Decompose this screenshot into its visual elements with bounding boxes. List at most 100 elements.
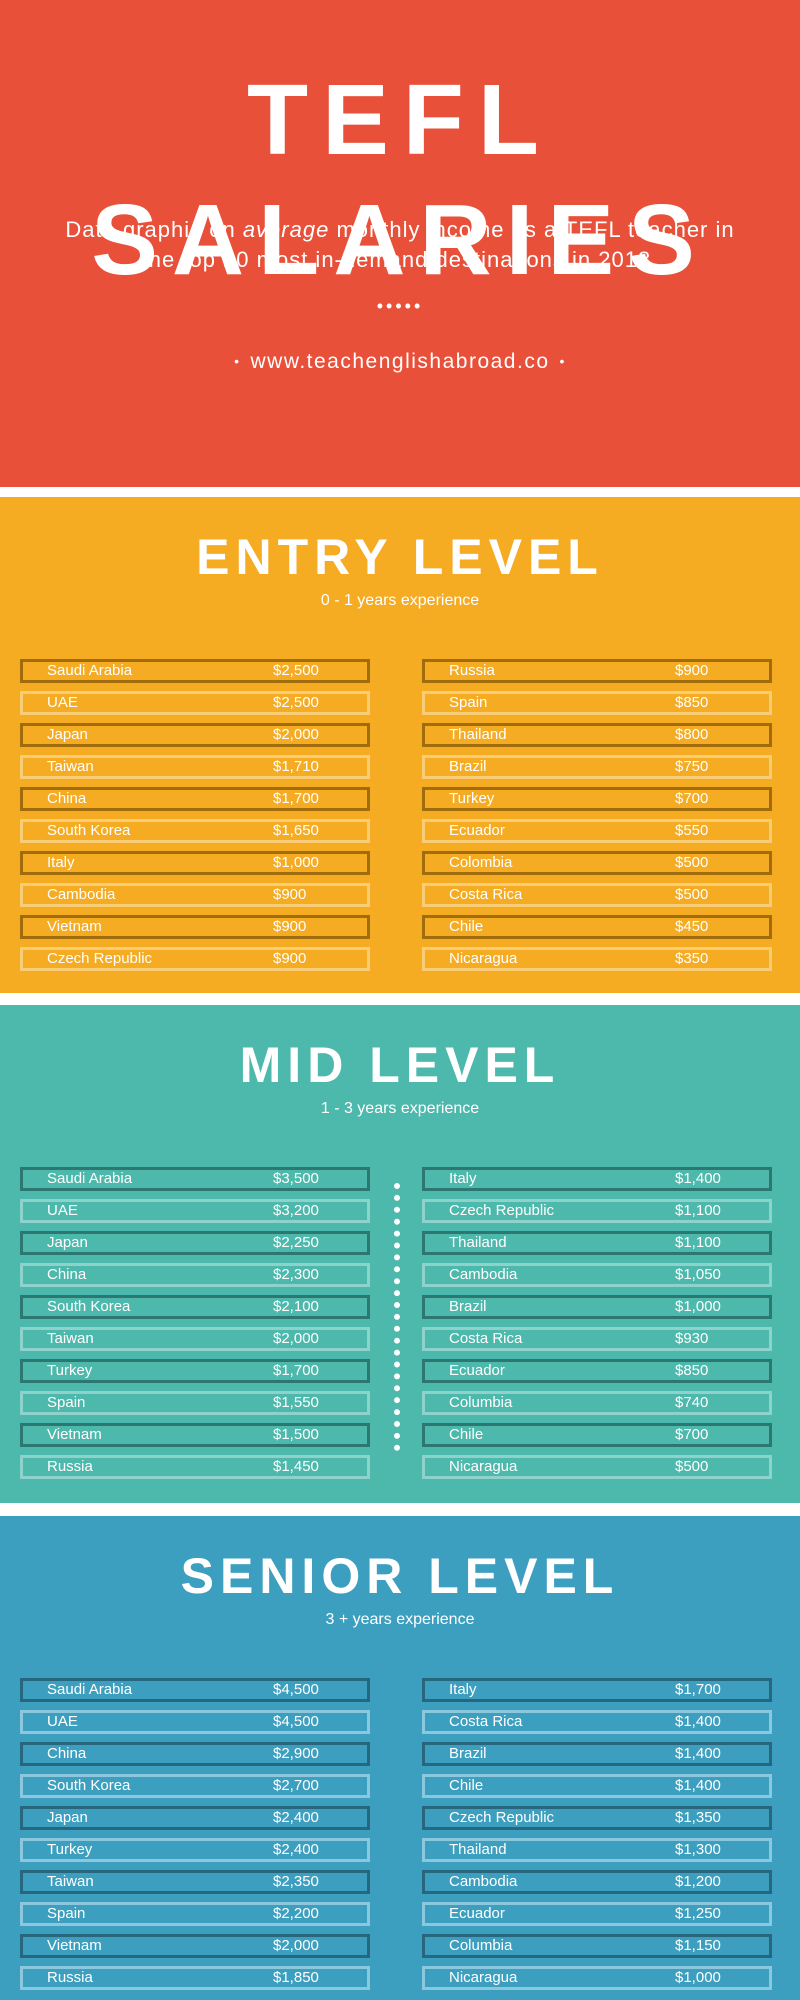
salary-row: Czech Republic $1,350 — [422, 1806, 772, 1830]
salary: $4,500 — [273, 1713, 319, 1730]
dots: ••••• — [376, 296, 424, 316]
salary-row: Turkey $700 — [422, 787, 772, 811]
salary: $1,000 — [675, 1298, 721, 1315]
salary: $350 — [675, 950, 709, 967]
salary-row: Italy $1,000 — [20, 851, 370, 875]
salary-row: Brazil $750 — [422, 755, 772, 779]
country: Vietnam — [47, 918, 102, 935]
salary: $3,200 — [273, 1202, 319, 1219]
country: Turkey — [47, 1841, 93, 1858]
country: Costa Rica — [449, 1713, 523, 1730]
salary-row: Ecuador $550 — [422, 819, 772, 843]
salary-row: Taiwan $2,000 — [20, 1327, 370, 1351]
country: Brazil — [449, 1745, 487, 1762]
intro-text: monthly income as a TEFL teacher in the … — [141, 217, 735, 272]
salary: $900 — [273, 886, 307, 903]
salary-row: Taiwan $2,350 — [20, 1870, 370, 1894]
salary-row: Japan $2,400 — [20, 1806, 370, 1830]
country: China — [47, 1745, 87, 1762]
country: Nicaragua — [449, 1969, 518, 1986]
section-subtitle: 3 + years experience — [325, 1611, 475, 1628]
country: Cambodia — [449, 1266, 518, 1283]
salary: $1,250 — [675, 1905, 721, 1922]
salary-row: Ecuador $1,250 — [422, 1902, 772, 1926]
salary: $1,710 — [273, 758, 319, 775]
salary: $2,000 — [273, 1937, 319, 1954]
salary: $500 — [675, 886, 709, 903]
country: Brazil — [449, 758, 487, 775]
salary-row: Cambodia $1,050 — [422, 1263, 772, 1287]
salary: $1,350 — [675, 1809, 721, 1826]
country: South Korea — [47, 822, 131, 839]
salary: $1,400 — [675, 1713, 721, 1730]
country: China — [47, 1266, 87, 1283]
salary-row: Saudi Arabia $3,500 — [20, 1167, 370, 1191]
country: Costa Rica — [449, 886, 523, 903]
salary: $3,500 — [273, 1170, 319, 1187]
salary: $1,300 — [675, 1841, 721, 1858]
salary: $1,500 — [273, 1426, 319, 1443]
country: Russia — [449, 662, 495, 679]
divider — [394, 1183, 400, 1451]
salary: $2,250 — [273, 1234, 319, 1251]
salary-row: China $2,900 — [20, 1742, 370, 1766]
country: Italy — [47, 854, 75, 871]
salary: $2,350 — [273, 1873, 319, 1890]
salary-row: Chile $450 — [422, 915, 772, 939]
intro: Data graphic on average monthly income a… — [60, 215, 740, 275]
salary: $2,500 — [273, 694, 319, 711]
salary-row: Chile $700 — [422, 1423, 772, 1447]
salary-row: China $2,300 — [20, 1263, 370, 1287]
country: Cambodia — [449, 1873, 518, 1890]
salary-row: Japan $2,000 — [20, 723, 370, 747]
country: Russia — [47, 1969, 93, 1986]
header: TEFL SALARIES Data graphic on average mo… — [0, 0, 800, 487]
salary-row: Columbia $740 — [422, 1391, 772, 1415]
salary-row: Czech Republic $1,100 — [422, 1199, 772, 1223]
country: Thailand — [449, 1234, 507, 1251]
salary-row: Spain $850 — [422, 691, 772, 715]
salary: $1,650 — [273, 822, 319, 839]
salary-row: Russia $900 — [422, 659, 772, 683]
country: Thailand — [449, 1841, 507, 1858]
salary-row: Italy $1,700 — [422, 1678, 772, 1702]
salary-row: Nicaragua $350 — [422, 947, 772, 971]
salary-row: Spain $1,550 — [20, 1391, 370, 1415]
salary: $750 — [675, 758, 709, 775]
salary-row: Nicaragua $500 — [422, 1455, 772, 1479]
salary-row: Czech Republic $900 — [20, 947, 370, 971]
salary-row: Costa Rica $930 — [422, 1327, 772, 1351]
salary-row: Columbia $1,150 — [422, 1934, 772, 1958]
country: Nicaragua — [449, 1458, 518, 1475]
salary: $1,200 — [675, 1873, 721, 1890]
country: UAE — [47, 694, 78, 711]
country: Taiwan — [47, 1330, 94, 1347]
salary-row: Japan $2,250 — [20, 1231, 370, 1255]
salary-row: Vietnam $900 — [20, 915, 370, 939]
salary: $900 — [273, 918, 307, 935]
country: Russia — [47, 1458, 93, 1475]
salary: $1,000 — [273, 854, 319, 871]
salary: $1,150 — [675, 1937, 721, 1954]
salary-row: Turkey $1,700 — [20, 1359, 370, 1383]
salary: $1,100 — [675, 1234, 721, 1251]
salary: $2,400 — [273, 1809, 319, 1826]
salary-row: Cambodia $1,200 — [422, 1870, 772, 1894]
country: Italy — [449, 1170, 477, 1187]
salary: $900 — [675, 662, 709, 679]
title: TEFL SALARIES — [91, 64, 709, 296]
salary: $2,700 — [273, 1777, 319, 1794]
section-subtitle: 1 - 3 years experience — [320, 1100, 480, 1117]
section-title: ENTRY LEVEL — [196, 529, 604, 585]
country: Japan — [47, 726, 88, 743]
salary-row: Taiwan $1,710 — [20, 755, 370, 779]
salary-row: Ecuador $850 — [422, 1359, 772, 1383]
salary-row: South Korea $2,100 — [20, 1295, 370, 1319]
country: Czech Republic — [449, 1809, 555, 1826]
salary: $450 — [675, 918, 709, 935]
salary: $2,300 — [273, 1266, 319, 1283]
salary-row: Nicaragua $1,000 — [422, 1966, 772, 1990]
country: China — [47, 790, 87, 807]
salary: $2,200 — [273, 1905, 319, 1922]
